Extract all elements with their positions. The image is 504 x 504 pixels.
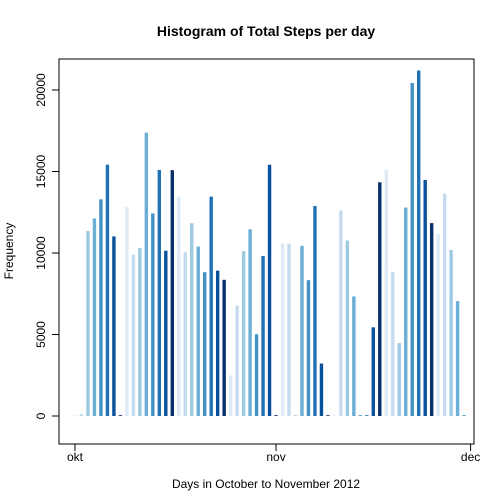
bar-2012-11-20 [397,343,401,416]
bar-2012-11-13 [352,296,356,416]
bar-2012-11-06 [306,280,311,416]
bar-2012-10-07 [112,236,116,416]
bar-2012-10-01 [73,415,77,416]
bar-2012-10-19 [190,223,194,416]
y-tick-label-20000: 20000 [34,73,48,107]
bars-group [73,70,466,417]
bar-2012-11-14 [358,415,363,416]
bar-2012-11-04 [293,415,298,416]
bar-2012-11-22 [410,83,414,416]
bar-2012-10-24 [222,279,226,416]
bar-2012-10-27 [241,251,246,416]
bar-2012-11-09 [326,415,330,416]
bar-2012-11-16 [371,327,376,416]
bar-2012-10-02 [79,413,84,416]
y-tick-label-5000: 5000 [34,321,48,348]
bar-2012-10-31 [267,164,272,416]
bar-2012-11-02 [280,243,285,416]
bar-2012-11-18 [384,169,388,416]
y-axis-label: Frequency [2,223,16,280]
bar-2012-10-22 [209,196,213,416]
bar-2012-11-07 [313,206,317,416]
bar-2012-11-29 [455,301,460,416]
bar-2012-11-01 [274,415,278,416]
y-tick-label-15000: 15000 [34,154,48,188]
x-axis-label: Days in October to November 2012 [172,477,360,491]
bar-2012-11-24 [423,180,427,416]
bar-2012-11-25 [429,223,434,416]
bar-2012-11-30 [462,415,466,416]
bar-2012-10-11 [138,248,142,416]
bar-2012-11-26 [436,234,440,416]
bar-2012-11-19 [391,271,395,416]
bar-2012-11-10 [332,415,337,416]
bar-2012-10-10 [131,254,136,416]
bar-2012-10-26 [235,305,239,416]
bar-2012-10-06 [105,164,110,416]
bar-2012-11-11 [339,210,343,416]
y-tick-label-10000: 10000 [34,236,48,270]
bar-2012-10-14 [157,169,162,416]
x-tick-label-dec: dec [461,450,480,464]
bar-2012-10-23 [215,270,220,416]
bar-2012-10-20 [196,246,200,416]
y-tick-label-0: 0 [34,412,48,419]
y-axis: 0 5000 10000 15000 20000 [34,73,60,419]
bar-2012-11-15 [365,415,369,416]
bar-2012-10-04 [92,218,97,416]
bar-2012-10-25 [228,375,233,416]
bar-2012-11-27 [442,193,447,416]
bar-2012-11-17 [378,182,382,416]
x-axis: okt nov dec [67,443,480,464]
bar-2012-11-28 [449,250,453,416]
bar-2012-10-15 [164,250,168,416]
x-tick-label-nov: nov [266,450,285,464]
bar-2012-10-28 [248,229,252,416]
bar-2012-10-08 [118,415,123,416]
bar-2012-10-29 [254,334,259,416]
bar-2012-10-18 [183,252,187,416]
bar-2012-10-17 [177,196,181,416]
chart-title: Histogram of Total Steps per day [157,23,376,39]
bar-2012-10-30 [261,255,265,416]
bar-2012-10-16 [170,170,174,416]
bar-2012-11-12 [345,240,350,416]
x-tick-label-okt: okt [67,450,84,464]
bar-2012-10-05 [99,199,103,416]
bar-2012-11-21 [404,207,408,416]
bar-2012-11-08 [319,363,324,416]
bar-2012-10-21 [203,272,207,416]
bar-2012-11-05 [300,245,304,416]
bar-2012-10-12 [144,132,149,417]
bar-2012-10-09 [125,207,129,416]
bar-2012-10-13 [151,213,155,416]
bar-2012-11-03 [287,243,291,416]
bar-2012-10-03 [86,230,90,416]
bar-2012-11-23 [417,70,421,416]
